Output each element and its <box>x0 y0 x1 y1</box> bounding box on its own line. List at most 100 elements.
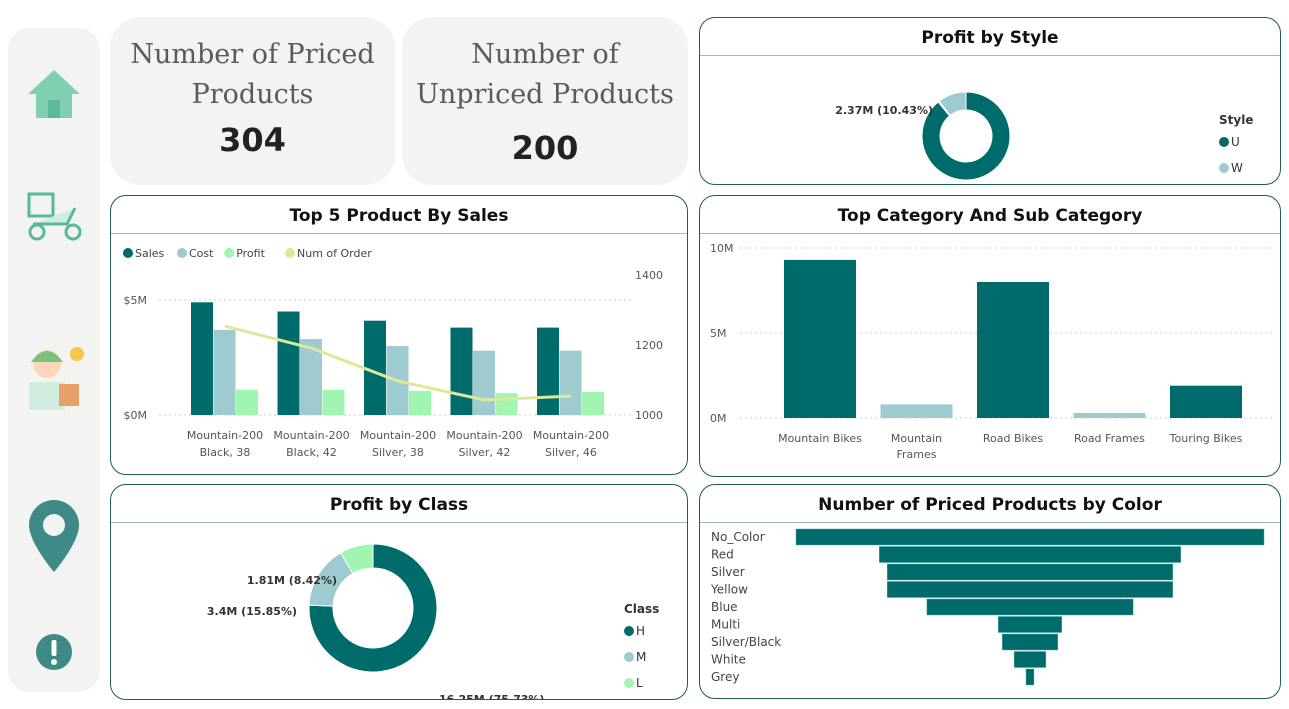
funnel-bar <box>886 581 1174 598</box>
donut-slice-W <box>938 91 967 117</box>
legend-marker <box>177 248 187 258</box>
x-tick-label: Touring Bikes <box>1169 432 1243 445</box>
x-tick-label: Black, 38 <box>200 446 251 459</box>
legend-marker <box>224 248 235 258</box>
bar <box>1073 412 1146 418</box>
legend-title: Style <box>1219 113 1253 127</box>
x-tick-label: Mountain-200 <box>187 429 263 442</box>
bar-cost <box>559 350 582 415</box>
data-label: 2.37M (10.43%) <box>835 104 933 117</box>
legend-label-H: H <box>636 624 645 638</box>
top-category-chart: 0M 5M 10M Mountain Bikes Mountain Frames Road … <box>710 242 1272 461</box>
legend-label-M: M <box>636 650 646 664</box>
location-pin-icon[interactable] <box>18 498 90 574</box>
bar-cost <box>300 339 322 415</box>
profit-by-class-chart: 1.81M (8.42%) 3.4M (15.85%) 16.25M (75.73%… <box>207 543 659 699</box>
kpi-value: 304 <box>219 121 286 159</box>
y2-tick-label: 1000 <box>635 409 663 422</box>
legend-marker <box>624 626 634 636</box>
bar-sales <box>191 302 213 415</box>
bar-profit <box>322 389 345 415</box>
funnel-label: Red <box>711 548 734 562</box>
funnel-label: Yellow <box>710 583 748 597</box>
kpi-priced-products: Number of Priced Products 304 <box>110 17 395 185</box>
legend-title: Class <box>624 602 659 616</box>
bar-cost <box>213 329 236 415</box>
funnel-label: Blue <box>711 600 738 614</box>
data-label: 16.25M (75.73%) <box>439 693 544 699</box>
funnel-label: Silver <box>711 565 745 579</box>
chart-title: Top 5 Product By Sales <box>111 196 687 234</box>
kpi-value: 200 <box>511 129 579 167</box>
products-by-color-card: Number of Priced Products by Color No_Co… <box>699 484 1281 699</box>
sidebar-nav <box>8 28 100 692</box>
bar-sales <box>450 327 473 415</box>
x-tick-label: Silver, 38 <box>372 446 424 459</box>
funnel-bar <box>879 546 1181 563</box>
profit-by-style-chart: 2.37M (10.43%)20.26M (89.09%)StyleUWM <box>835 91 1253 181</box>
kpi-title: Number of Priced Products <box>130 39 375 110</box>
y-tick-label: 10M <box>710 242 734 255</box>
customer-icon[interactable] <box>18 340 90 412</box>
x-tick-label: Road Frames <box>1074 432 1145 445</box>
chart-title: Profit by Style <box>700 18 1280 56</box>
y-tick-label: 0M <box>710 412 727 425</box>
info-icon[interactable] <box>18 632 90 672</box>
funnel-bar <box>1001 633 1059 651</box>
bar-cost <box>473 350 495 415</box>
bar <box>784 259 856 418</box>
legend-label: Num of Order <box>297 247 372 260</box>
legend-marker <box>1219 163 1229 173</box>
legend-marker <box>624 678 634 688</box>
funnel-label: Silver/Black <box>711 635 781 649</box>
profit-by-style-card: Profit by Style 2.37M (10.43%)20.26M (89… <box>699 17 1281 185</box>
y2-tick-label: 1400 <box>635 269 663 282</box>
profit-by-class-card: Profit by Class 1.81M (8.42%) 3.4M (15.85… <box>110 484 688 700</box>
top5-products-chart: Sales Cost Profit Num of Order $0M $5M 1000 120… <box>123 247 663 459</box>
funnel-bar <box>1013 651 1047 668</box>
y-tick-label: $5M <box>124 294 148 307</box>
data-label: 3.4M (15.85%) <box>207 605 297 618</box>
legend-label: Cost <box>189 247 214 260</box>
products-by-color-chart: No_Color Red Silver Yellow Blue Multi Silver/B… <box>710 528 1265 686</box>
donut-slice-U <box>921 91 1011 181</box>
x-tick-label: Silver, 42 <box>459 446 511 459</box>
y-tick-label: $0M <box>124 409 148 422</box>
donut-slice-H <box>308 543 438 673</box>
home-icon[interactable] <box>18 66 90 122</box>
kpi-title: Number of Unpriced Products <box>416 39 674 110</box>
legend-label: Sales <box>135 247 165 260</box>
funnel-label: Grey <box>711 670 739 684</box>
funnel-bar <box>886 563 1174 581</box>
funnel-label: No_Color <box>711 530 765 544</box>
bar-sales <box>364 320 386 415</box>
top-category-card: Top Category And Sub Category 0M 5M 10M Mou… <box>699 195 1281 477</box>
y2-tick-label: 1200 <box>635 339 663 352</box>
legend-marker <box>1219 137 1229 147</box>
bar <box>1170 385 1242 418</box>
funnel-bar <box>1025 668 1035 686</box>
kpi-unpriced-products: Number of Unpriced Products 200 <box>402 17 688 185</box>
legend-label: Profit <box>236 247 265 260</box>
bar <box>977 282 1049 418</box>
bar-profit <box>409 390 431 415</box>
bar-sales <box>537 327 559 415</box>
donut-slice-L <box>339 543 374 575</box>
x-tick-label: Silver, 46 <box>545 446 597 459</box>
bar <box>880 404 953 418</box>
y-tick-label: 5M <box>710 327 727 340</box>
funnel-label: Multi <box>711 618 740 632</box>
funnel-label: White <box>711 653 746 667</box>
bar-profit <box>495 393 518 415</box>
x-tick-label: Black, 42 <box>286 446 337 459</box>
bar-profit <box>582 392 604 415</box>
legend-marker <box>624 652 634 662</box>
top5-products-card: Top 5 Product By Sales Sales Cost Profit Nu… <box>110 195 688 475</box>
delivery-scooter-icon[interactable] <box>18 188 90 244</box>
legend-marker <box>285 248 295 258</box>
funnel-bar <box>998 616 1062 633</box>
legend-marker <box>123 248 133 258</box>
x-tick-label: Mountain-200 <box>446 429 522 442</box>
x-tick-label: Frames <box>896 448 936 461</box>
bar-profit <box>236 389 258 415</box>
